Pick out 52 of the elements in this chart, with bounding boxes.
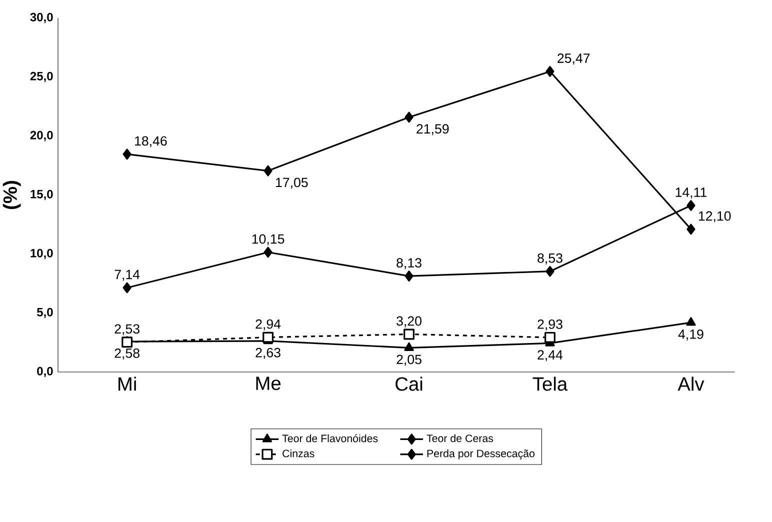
data-label: 8,53 [538,253,562,264]
data-label: 2,53 [114,324,140,336]
data-label: 2,05 [396,354,422,366]
data-label: 14,11 [676,188,707,199]
data-label: 7,14 [114,270,140,281]
y-tick-label: 20,0 [30,130,53,142]
point [264,165,272,176]
data-label: 2,93 [538,319,562,330]
point [122,148,132,160]
x-tick-label: Mi [118,376,136,391]
y-tick-label: 10,0 [30,248,53,260]
y-tick-label: 0,0 [37,366,53,378]
legend-label: Teor de Flavonóides [282,434,378,442]
point [544,332,556,343]
data-label: 25,47 [558,54,590,65]
data-label: 8,13 [396,258,422,270]
data-label: 18,46 [135,136,167,148]
data-label: 4,19 [678,329,704,341]
data-label: 2,63 [256,348,280,359]
y-tick-label: 30,0 [30,12,53,24]
data-label: 12,10 [698,211,731,222]
point [262,332,274,343]
point [546,266,554,277]
point [122,282,132,294]
point [686,200,696,211]
point [404,342,414,351]
point [404,328,414,340]
point [686,317,696,326]
data-label: 2,94 [256,319,281,330]
point [546,66,554,77]
y-tick-label: 5,0 [36,308,53,318]
legend-label: Cinzas [282,449,314,458]
x-tick-label: Cai [396,376,422,391]
data-label: 2,44 [538,350,563,362]
data-label: 21,59 [416,124,449,136]
x-tick-label: Alv [678,376,704,391]
point [686,224,696,235]
y-tick-label: 15,0 [30,190,53,200]
x-tick-label: Tela [532,376,568,391]
point [264,246,272,258]
legend-label: Perda por Dessecação [427,449,534,460]
data-label: 10,15 [252,234,284,246]
point [122,336,133,348]
data-label: 3,20 [396,316,422,328]
x-tick-label: Me [256,376,281,390]
y-tick-label: 25,0 [30,72,53,82]
point [404,112,414,123]
legend-label: Teor de Ceras [426,434,494,442]
point [404,270,414,282]
y-axis-title: (%) [2,181,21,209]
data-label: 2,58 [114,348,140,360]
data-label: 17,05 [276,178,308,189]
